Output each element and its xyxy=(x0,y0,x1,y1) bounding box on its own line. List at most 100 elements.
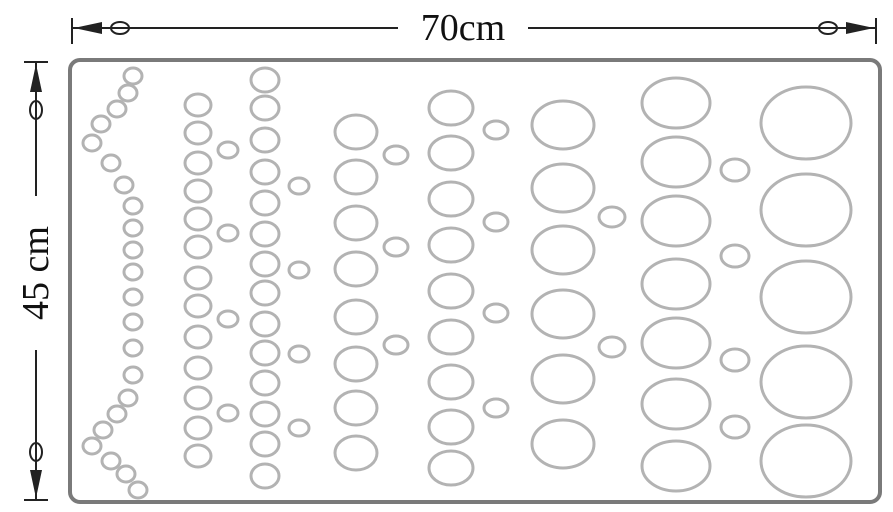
hole-tiny xyxy=(482,211,510,233)
hole-medium xyxy=(333,345,379,383)
hole-medium-large xyxy=(530,288,596,340)
hole-small xyxy=(183,443,213,469)
hole-small xyxy=(100,153,122,173)
height-arrowhead-top xyxy=(30,64,42,92)
board-outline xyxy=(68,58,882,504)
width-arrowhead-left xyxy=(74,22,102,34)
hole-medium-large xyxy=(530,418,596,470)
hole-small xyxy=(249,220,281,248)
hole-small xyxy=(719,243,751,269)
hole-tiny xyxy=(287,344,311,364)
hole-medium-large xyxy=(530,162,596,214)
hole-small xyxy=(183,234,213,260)
hole-medium xyxy=(427,226,475,264)
hole-extra-large xyxy=(759,344,853,420)
hole-extra-large xyxy=(759,85,853,161)
hole-medium xyxy=(333,250,379,288)
hole-extra-large xyxy=(759,259,853,335)
hole-medium xyxy=(333,204,379,242)
hole-large xyxy=(640,257,712,311)
hole-small xyxy=(249,279,281,307)
hole-small xyxy=(90,114,112,134)
hole-small xyxy=(122,240,144,260)
hole-small xyxy=(719,347,751,373)
hole-small xyxy=(122,66,144,86)
hole-tiny xyxy=(382,236,410,258)
hole-small xyxy=(113,175,135,195)
hole-medium-large xyxy=(530,353,596,405)
hole-medium xyxy=(333,113,379,151)
hole-medium xyxy=(427,408,475,446)
width-arrowhead-right xyxy=(846,22,874,34)
hole-large xyxy=(640,76,712,130)
hole-small xyxy=(122,262,144,282)
hole-medium xyxy=(333,158,379,196)
hole-small xyxy=(249,369,281,397)
hole-medium xyxy=(427,449,475,487)
hole-tiny xyxy=(287,418,311,438)
hole-medium xyxy=(427,272,475,310)
hole-small xyxy=(106,99,128,119)
hole-small xyxy=(117,388,139,408)
hole-small xyxy=(122,365,144,385)
hole-tiny xyxy=(216,403,240,423)
hole-small xyxy=(249,400,281,428)
hole-small xyxy=(183,178,213,204)
hole-small xyxy=(127,480,149,500)
hole-medium xyxy=(427,134,475,172)
hole-small xyxy=(183,92,213,118)
hole-small xyxy=(183,150,213,176)
hole-small xyxy=(719,414,751,440)
hole-extra-large xyxy=(759,423,853,499)
hole-small xyxy=(122,312,144,332)
hole-extra-large xyxy=(759,172,853,248)
hole-small xyxy=(81,133,103,153)
hole-small xyxy=(597,335,627,359)
height-label: 45 cm xyxy=(15,226,57,320)
hole-large xyxy=(640,194,712,248)
hole-small xyxy=(249,430,281,458)
hole-medium-large xyxy=(530,224,596,276)
hole-small xyxy=(122,218,144,238)
hole-small xyxy=(249,66,281,94)
hole-small xyxy=(249,189,281,217)
hole-small xyxy=(249,250,281,278)
hole-medium xyxy=(427,363,475,401)
hole-medium-large xyxy=(530,99,596,151)
width-end-marker-right xyxy=(818,21,838,35)
height-end-marker-top xyxy=(29,100,43,120)
hole-small xyxy=(597,205,627,229)
hole-small xyxy=(249,339,281,367)
hole-tiny xyxy=(482,302,510,324)
hole-medium xyxy=(427,180,475,218)
hole-small xyxy=(249,94,281,122)
hole-large xyxy=(640,439,712,493)
hole-small xyxy=(183,324,213,350)
hole-small xyxy=(249,158,281,186)
height-dimension: 45 cm xyxy=(15,61,57,501)
height-end-marker-bottom xyxy=(29,442,43,462)
hole-small xyxy=(122,287,144,307)
hole-small xyxy=(183,120,213,146)
hole-small xyxy=(249,310,281,338)
hole-small xyxy=(183,415,213,441)
hole-tiny xyxy=(216,309,240,329)
hole-small xyxy=(117,83,139,103)
hole-medium xyxy=(333,434,379,472)
hole-small xyxy=(106,404,128,424)
hole-large xyxy=(640,377,712,431)
hole-large xyxy=(640,316,712,370)
hole-small xyxy=(183,293,213,319)
hole-medium xyxy=(333,298,379,336)
hole-medium xyxy=(427,89,475,127)
hole-medium xyxy=(333,389,379,427)
hole-tiny xyxy=(216,140,240,160)
hole-tiny xyxy=(287,260,311,280)
hole-small xyxy=(122,338,144,358)
hole-large xyxy=(640,135,712,189)
hole-medium xyxy=(427,318,475,356)
hole-small xyxy=(100,451,122,471)
hole-tiny xyxy=(287,176,311,196)
